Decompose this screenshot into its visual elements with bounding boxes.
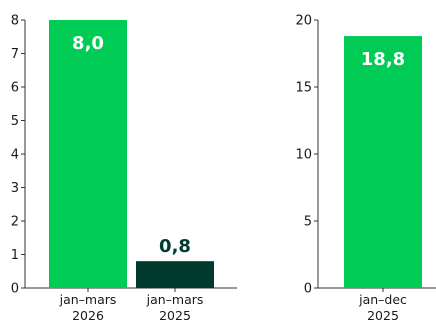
y-tick-label-1-4: 20 — [295, 14, 312, 29]
y-tick-label-1-0: 0 — [304, 282, 312, 297]
y-tick-label-1-2: 10 — [295, 148, 312, 163]
category-label-0-0-1: 2026 — [72, 308, 104, 323]
y-tick-label-1-1: 5 — [304, 215, 312, 230]
data-label-0-1: 0,8 — [159, 236, 191, 257]
bar-0-1 — [136, 261, 214, 288]
category-label-1-0-1: 2025 — [367, 308, 399, 323]
y-tick-label-0-5: 5 — [11, 114, 19, 129]
y-tick-label-0-7: 7 — [11, 47, 19, 62]
data-label-0-0: 8,0 — [72, 33, 104, 54]
y-tick-label-0-6: 6 — [11, 81, 19, 96]
category-label-0-1-1: 2025 — [159, 308, 191, 323]
data-label-1-0: 18,8 — [361, 49, 405, 70]
category-label-0-0-0: jan–mars — [59, 292, 117, 307]
y-tick-label-0-4: 4 — [11, 148, 19, 163]
category-label-0-1-0: jan–mars — [146, 292, 204, 307]
y-tick-label-0-2: 2 — [11, 215, 19, 230]
category-label-1-0-0: jan–dec — [358, 292, 407, 307]
y-tick-label-0-1: 1 — [11, 248, 19, 263]
y-tick-label-0-8: 8 — [11, 14, 19, 29]
bar-1-0 — [344, 36, 422, 288]
y-tick-label-0-3: 3 — [11, 181, 19, 196]
y-tick-label-0-0: 0 — [11, 282, 19, 297]
bar-0-0 — [49, 20, 127, 288]
y-tick-label-1-3: 15 — [295, 81, 312, 96]
